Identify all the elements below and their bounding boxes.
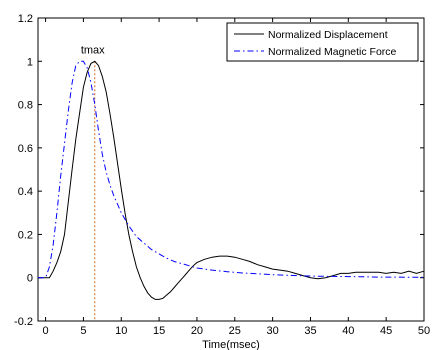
series-normalized-magnetic-force: [38, 60, 424, 279]
x-tick-label: 10: [115, 325, 127, 337]
x-axis-label: Time(msec): [202, 339, 260, 350]
y-tick-label: 0.8: [18, 100, 33, 112]
y-tick-label: 0: [27, 273, 33, 285]
x-tick-label: 45: [380, 325, 392, 337]
y-tick-label: 1.2: [18, 13, 33, 25]
x-tick-label: 50: [418, 325, 430, 337]
legend-entry-magnetic-force: Normalized Magnetic Force: [268, 46, 397, 58]
y-tick-label: 0.6: [18, 143, 33, 155]
y-tick-label: -0.2: [14, 316, 33, 328]
x-tick-label: 35: [304, 325, 316, 337]
series-layer: [38, 60, 425, 321]
y-tick-label: 0.2: [18, 229, 33, 241]
x-tick-label: 0: [43, 325, 49, 337]
x-tick-label: 5: [80, 325, 86, 337]
x-tick-label: 25: [229, 325, 241, 337]
x-tick-label: 40: [342, 325, 354, 337]
x-tick-label: 20: [191, 325, 203, 337]
legend-box: [226, 22, 419, 62]
ticks-layer: 0 5 10 15 20 25 30 35 40 45 50 -0.2 0 0.2 0.4 0.6 0.8 1 1.…: [14, 13, 430, 337]
series-normalized-displacement: [38, 60, 425, 300]
legend-entry-displacement: Normalized Displacement: [268, 29, 388, 41]
legend: Normalized Displacement Normalized Magne…: [226, 22, 419, 62]
annotation-layer: tmax: [81, 44, 105, 56]
y-tick-label: 1: [27, 56, 33, 68]
x-tick-label: 30: [267, 325, 279, 337]
x-tick-label: 15: [153, 325, 165, 337]
y-tick-label: 0.4: [18, 186, 33, 198]
tmax-annotation: tmax: [81, 44, 105, 56]
plot-area: [37, 17, 425, 322]
